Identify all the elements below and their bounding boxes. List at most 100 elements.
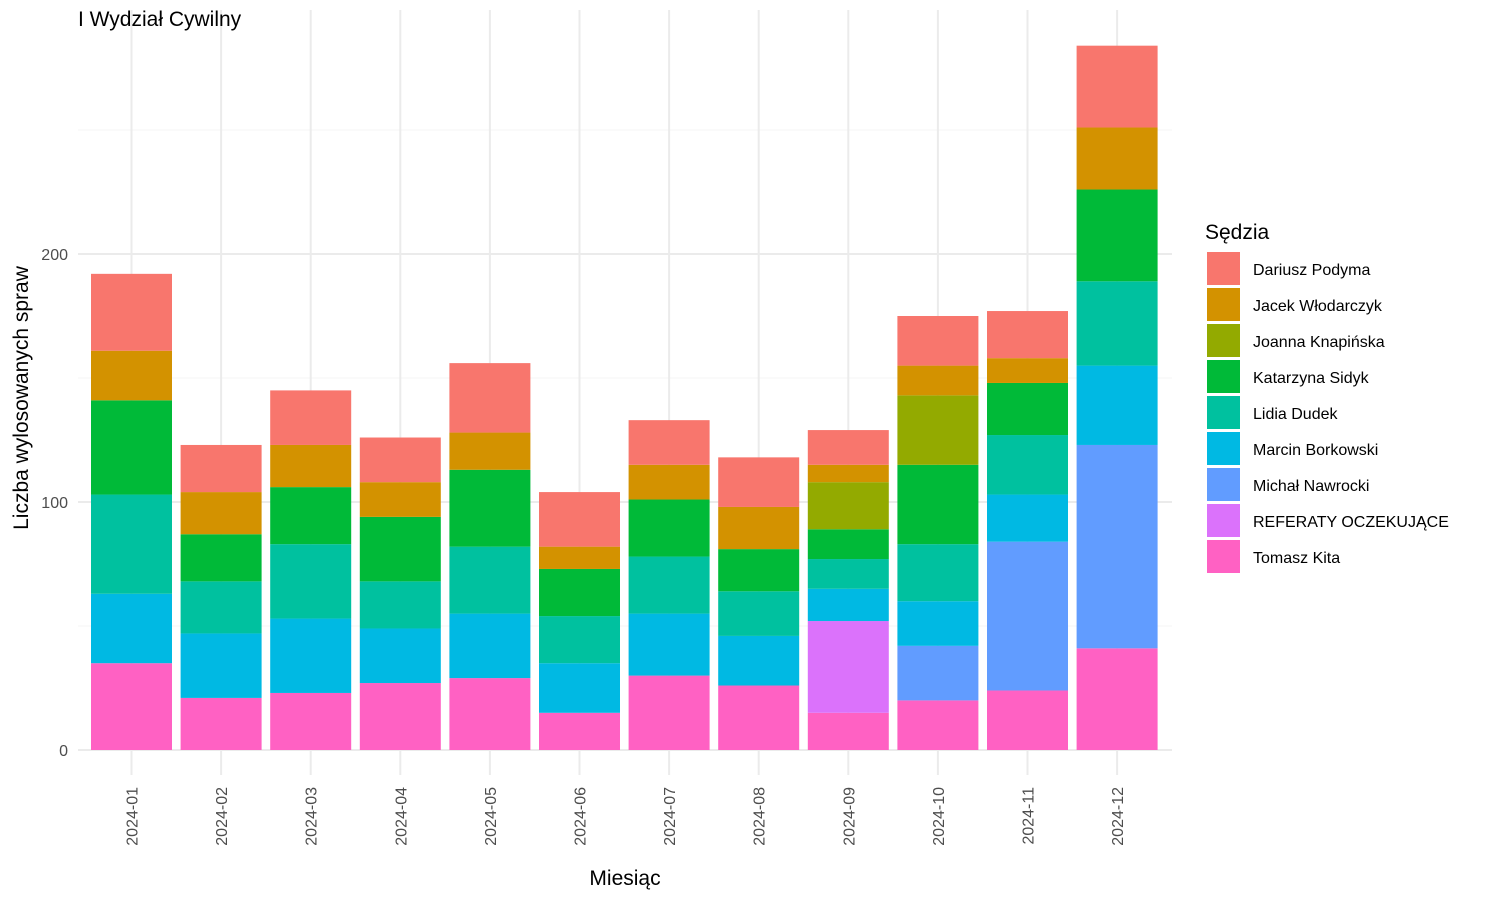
bar-segment (897, 601, 979, 646)
x-tick-label: 2024-10 (931, 787, 948, 846)
bar-segment (718, 549, 800, 592)
bar-segment (718, 506, 800, 550)
legend-label: Marcin Borkowski (1253, 442, 1378, 459)
bar-segment (897, 700, 979, 750)
bar-segment (897, 316, 979, 366)
bar-segment (449, 678, 531, 750)
bar-segment (91, 593, 172, 664)
bar-segment (449, 613, 531, 679)
y-tick-label: 0 (59, 743, 68, 760)
bar-segment (539, 616, 620, 664)
bar-segment (628, 499, 710, 557)
legend-title: Sędzia (1205, 221, 1270, 244)
bar-segment (987, 358, 1068, 383)
bar-segment (449, 363, 531, 433)
bar-segment (359, 482, 441, 517)
legend-swatch (1207, 468, 1240, 501)
bar-segment (180, 444, 262, 493)
legend-label: Michał Nawrocki (1253, 478, 1369, 495)
bars (91, 45, 1158, 750)
bar-segment (807, 464, 889, 483)
bar-segment (270, 692, 352, 750)
bar-segment (539, 663, 620, 713)
legend-swatch (1207, 252, 1240, 285)
legend-swatch (1207, 432, 1240, 465)
bar-segment (539, 546, 620, 569)
chart-title: I Wydział Cywilny (78, 8, 242, 31)
bar-segment (718, 591, 800, 636)
bar-segment (807, 621, 889, 713)
legend-label: Jacek Włodarczyk (1253, 298, 1383, 315)
bar-segment (987, 494, 1068, 542)
x-tick-label: 2024-05 (483, 787, 500, 846)
bar-segment (897, 395, 979, 465)
bar-segment (91, 350, 172, 401)
bar-segment (897, 365, 979, 396)
x-tick-label: 2024-07 (662, 787, 679, 846)
bar-segment (987, 382, 1068, 436)
bar-segment (1076, 281, 1158, 366)
legend-label: Lidia Dudek (1253, 406, 1339, 423)
legend-swatch (1207, 360, 1240, 393)
x-tick-labels: 2024-01 2024-02 2024-03 2024-04 2024-05 2024-… (125, 787, 1128, 846)
bar-segment (628, 675, 710, 750)
legend: Sędzia Dariusz Podyma Jacek Włodarczyk Joa… (1205, 221, 1449, 573)
x-tick-label: 2024-03 (304, 787, 321, 846)
x-tick-label: 2024-02 (214, 787, 231, 846)
bar-segment (180, 492, 262, 535)
legend-label: REFERATY OCZEKUJĄCE (1253, 514, 1449, 531)
legend-label: Joanna Knapińska (1253, 334, 1385, 351)
bar-segment (180, 697, 262, 750)
legend-swatch (1207, 540, 1240, 573)
x-tick-label: 2024-11 (1021, 787, 1038, 845)
bar-segment (807, 559, 889, 589)
bar-segment (718, 685, 800, 750)
bar-segment (1076, 127, 1158, 190)
legend-label: Dariusz Podyma (1253, 262, 1370, 279)
bar-segment (359, 516, 441, 582)
legend-swatch (1207, 504, 1240, 537)
bar-segment (91, 273, 172, 351)
bar-segment (1076, 189, 1158, 282)
bar-segment (1076, 444, 1158, 649)
bar-segment (270, 618, 352, 693)
legend-label: Katarzyna Sidyk (1253, 370, 1370, 387)
bar-segment (449, 469, 531, 547)
bar-segment (359, 628, 441, 684)
bar-segment (1076, 45, 1158, 128)
bar-segment (628, 464, 710, 500)
x-tick-label: 2024-12 (1110, 787, 1127, 846)
bar-segment (807, 529, 889, 560)
bar-segment (628, 420, 710, 465)
bar-segment (270, 544, 352, 619)
legend-swatch (1207, 324, 1240, 357)
y-tick-label: 200 (41, 247, 68, 264)
bar-segment (897, 464, 979, 545)
bar-segment (987, 311, 1068, 359)
bar-segment (180, 581, 262, 634)
bar-segment (987, 690, 1068, 750)
x-tick-label: 2024-01 (125, 787, 142, 846)
bar-segment (897, 544, 979, 602)
bar-segment (897, 645, 979, 701)
bar-segment (359, 581, 441, 629)
legend-label: Tomasz Kita (1253, 550, 1340, 567)
bar-segment (91, 663, 172, 750)
bar-segment (807, 430, 889, 465)
bar-segment (270, 487, 352, 545)
bar-segment (359, 437, 441, 483)
bar-segment (1076, 365, 1158, 445)
bar-segment (718, 457, 800, 507)
bar-segment (807, 712, 889, 750)
bar-segment (180, 633, 262, 698)
legend-swatch (1207, 288, 1240, 321)
bar-segment (539, 712, 620, 750)
bar-segment (359, 683, 441, 750)
bar-segment (449, 546, 531, 614)
bar-segment (270, 390, 352, 445)
bar-segment (807, 588, 889, 622)
bar-segment (180, 534, 262, 582)
bar-segment (539, 492, 620, 547)
bar-segment (91, 400, 172, 495)
